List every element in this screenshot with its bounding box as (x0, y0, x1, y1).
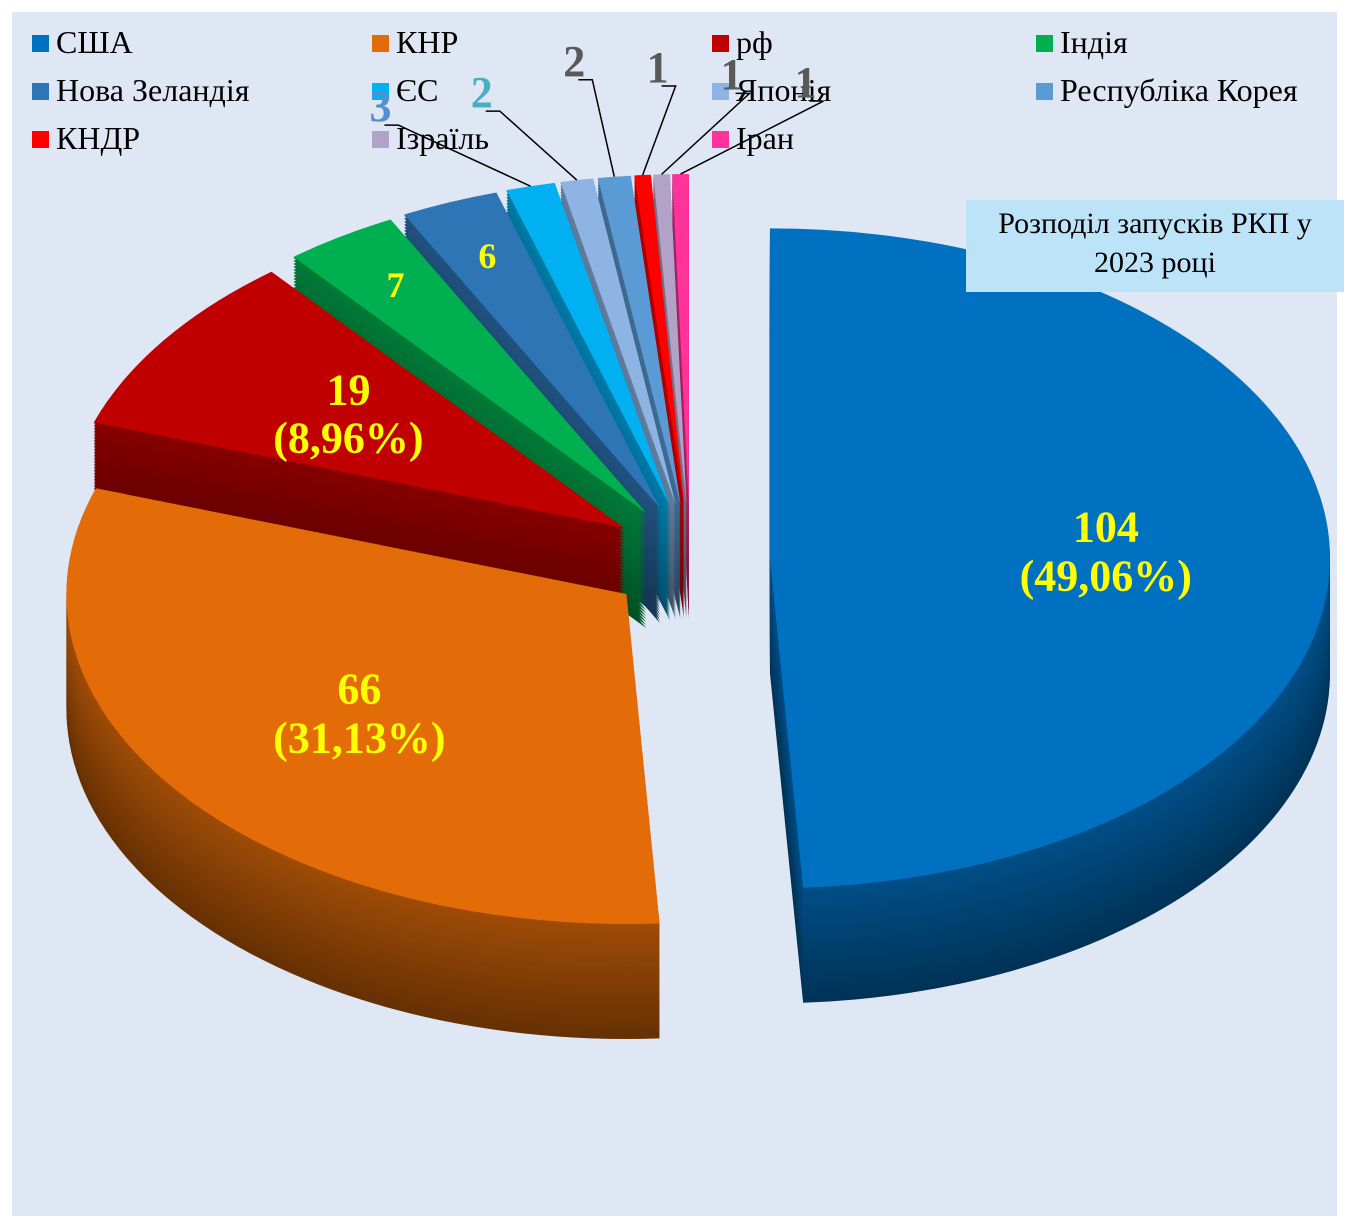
legend-swatch (1036, 35, 1053, 52)
legend-label: КНР (396, 24, 459, 60)
slice-side (653, 175, 687, 506)
legend-label: США (56, 24, 133, 60)
data-label: 3 (369, 81, 392, 131)
legend-swatch (372, 83, 389, 100)
data-label: 104 (49,06%) (1019, 503, 1192, 601)
legend-label: ЄС (396, 72, 439, 108)
legend-label: Республіка Корея (1060, 72, 1298, 108)
legend-label: КНДР (56, 120, 141, 156)
leader-line (661, 92, 752, 175)
slice-side (597, 188, 681, 518)
slice-side (560, 188, 676, 515)
chart-title: Розподіл запусків РКП у 2023 році (966, 200, 1344, 292)
slice (93, 271, 625, 529)
data-label: 19 (8,96%) (273, 365, 424, 463)
slice-side (634, 190, 685, 521)
slice-side (597, 179, 681, 509)
slice-side (634, 181, 685, 512)
slice (672, 174, 689, 505)
legend-label: Індія (1060, 24, 1128, 60)
legend-label: Ізраїль (396, 120, 489, 156)
slice (506, 182, 671, 506)
slice-side (560, 185, 676, 512)
slice-side (653, 196, 687, 527)
leader-line (485, 110, 578, 181)
legend-swatch (372, 131, 389, 148)
legend-swatch (32, 35, 49, 52)
legend-swatch (712, 35, 729, 52)
data-label: 1 (720, 50, 743, 100)
slice-side (634, 193, 685, 524)
leader-line (578, 78, 616, 177)
legend-label: Іран (736, 120, 794, 156)
slice-side (634, 187, 685, 518)
slice (293, 219, 647, 514)
slice-side (560, 194, 676, 521)
slice-side (634, 196, 685, 527)
data-label: 2 (563, 36, 586, 86)
slice-side (597, 191, 681, 521)
slice-side (653, 178, 687, 509)
slice-side (560, 182, 676, 509)
legend-label: Нова Зеландія (56, 72, 250, 108)
slice-side (653, 187, 687, 518)
slice (66, 488, 660, 924)
slice-side (597, 185, 681, 515)
legend-label: Японія (736, 72, 832, 108)
legend-swatch (1036, 83, 1053, 100)
legend-swatch (712, 131, 729, 148)
slice-side (634, 178, 685, 509)
slice-side (560, 191, 676, 518)
slice-side (653, 193, 687, 524)
legend-label: рф (736, 24, 773, 60)
slice (653, 174, 687, 505)
slice-side (653, 190, 687, 521)
slice-side (653, 181, 687, 512)
legend-swatch (32, 83, 49, 100)
data-label: 2 (470, 67, 493, 117)
data-label: 1 (794, 57, 817, 107)
data-label: 66 (31,13%) (273, 664, 446, 763)
leader-line (384, 124, 531, 187)
leader-line (680, 100, 824, 175)
data-label: 7 (386, 265, 405, 306)
slice (634, 174, 685, 505)
slice-side (653, 184, 687, 515)
slice (597, 175, 681, 505)
slice-side (634, 184, 685, 515)
slice (404, 192, 660, 509)
slice (560, 178, 676, 505)
slice-side (634, 175, 685, 506)
slice (769, 228, 1330, 888)
data-label: 1 (646, 42, 669, 92)
legend-swatch (712, 83, 729, 100)
slice-side (597, 182, 681, 512)
legend-swatch (32, 131, 49, 148)
leader-line (641, 85, 677, 176)
data-label: 6 (478, 236, 497, 277)
legend-swatch (372, 35, 389, 52)
slice-side (597, 194, 681, 524)
